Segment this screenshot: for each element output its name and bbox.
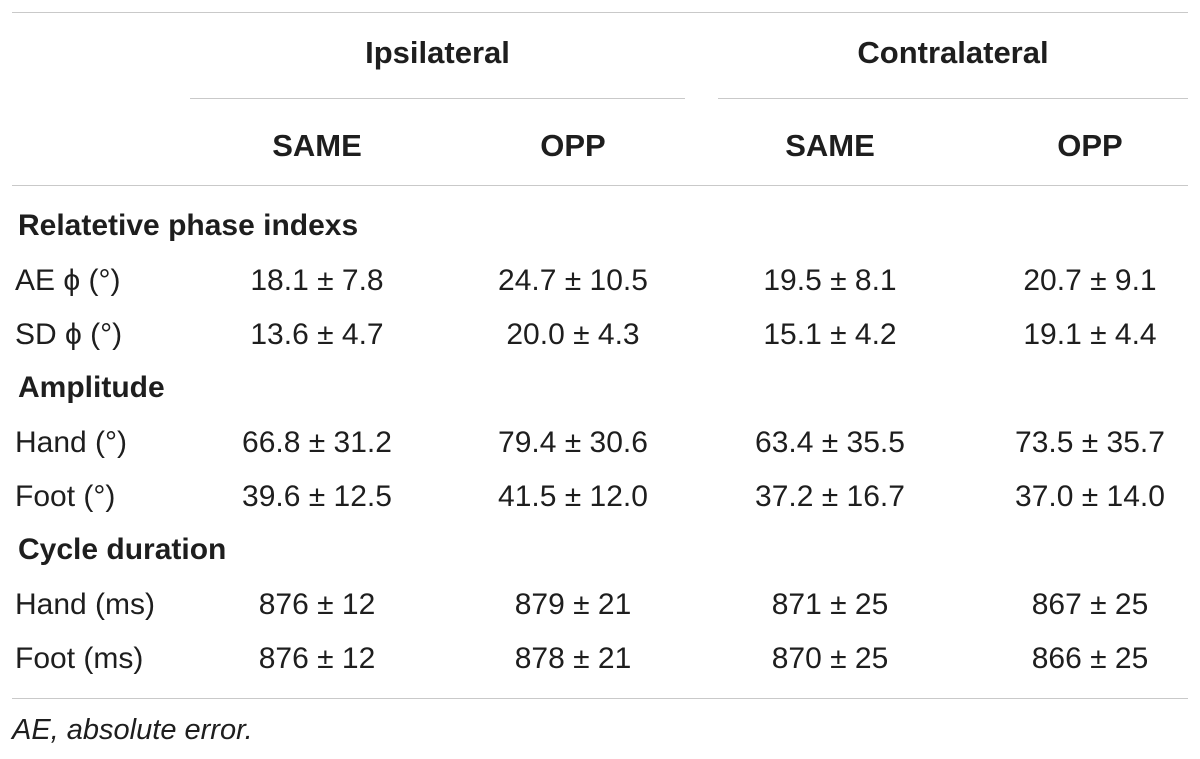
section-title-phase: Relatetive phase indexs <box>18 209 359 242</box>
cell-hand-amp-contra-opp: 73.5 ± 35.7 <box>1015 426 1165 459</box>
cell-foot-dur-contra-same: 870 ± 25 <box>771 642 889 675</box>
cell-foot-dur-ipsi-same: 876 ± 12 <box>258 642 376 675</box>
cell-ae-phi-ipsi-opp: 24.7 ± 10.5 <box>498 264 648 297</box>
cell-foot-amp-contra-opp: 37.0 ± 14.0 <box>1015 480 1165 513</box>
cell-hand-dur-ipsi-opp: 879 ± 21 <box>514 588 632 621</box>
column-header-ipsilateral-opp: OPP <box>540 128 606 163</box>
contralateral-underline <box>718 98 1188 99</box>
cell-hand-dur-ipsi-same: 876 ± 12 <box>258 588 376 621</box>
header-bottom-rule <box>12 185 1188 186</box>
cell-ae-phi-ipsi-same: 18.1 ± 7.8 <box>250 264 384 297</box>
row-label-sd-phi: SD ϕ (°) <box>15 318 123 351</box>
row-label-hand-duration: Hand (ms) <box>15 588 156 621</box>
section-title-cycle-duration: Cycle duration <box>18 533 227 566</box>
cell-foot-amp-contra-same: 37.2 ± 16.7 <box>755 480 905 513</box>
section-title-amplitude: Amplitude <box>18 371 165 404</box>
cell-foot-dur-ipsi-opp: 878 ± 21 <box>514 642 632 675</box>
cell-foot-dur-contra-opp: 866 ± 25 <box>1031 642 1149 675</box>
cell-sd-phi-ipsi-same: 13.6 ± 4.7 <box>250 318 384 351</box>
group-header-ipsilateral: Ipsilateral <box>365 35 510 70</box>
cell-foot-amp-ipsi-opp: 41.5 ± 12.0 <box>498 480 648 513</box>
row-label-ae-phi: AE ϕ (°) <box>15 264 121 297</box>
column-header-contralateral-same: SAME <box>785 128 875 163</box>
row-label-hand-amplitude: Hand (°) <box>15 426 128 459</box>
cell-foot-amp-ipsi-same: 39.6 ± 12.5 <box>242 480 392 513</box>
column-header-contralateral-opp: OPP <box>1057 128 1123 163</box>
top-rule <box>12 12 1188 13</box>
cell-hand-amp-contra-same: 63.4 ± 35.5 <box>755 426 905 459</box>
column-header-ipsilateral-same: SAME <box>272 128 362 163</box>
cell-hand-dur-contra-same: 871 ± 25 <box>771 588 889 621</box>
cell-sd-phi-contra-same: 15.1 ± 4.2 <box>763 318 897 351</box>
cell-sd-phi-contra-opp: 19.1 ± 4.4 <box>1023 318 1157 351</box>
ipsilateral-underline <box>190 98 685 99</box>
table-footnote: AE, absolute error. <box>12 714 253 746</box>
group-header-contralateral: Contralateral <box>857 35 1049 70</box>
cell-hand-amp-ipsi-same: 66.8 ± 31.2 <box>242 426 392 459</box>
cell-ae-phi-contra-same: 19.5 ± 8.1 <box>763 264 897 297</box>
row-label-foot-duration: Foot (ms) <box>15 642 144 675</box>
row-label-foot-amplitude: Foot (°) <box>15 480 116 513</box>
table-bottom-rule <box>12 698 1188 699</box>
cell-hand-amp-ipsi-opp: 79.4 ± 30.6 <box>498 426 648 459</box>
cell-hand-dur-contra-opp: 867 ± 25 <box>1031 588 1149 621</box>
cell-ae-phi-contra-opp: 20.7 ± 9.1 <box>1023 264 1157 297</box>
cell-sd-phi-ipsi-opp: 20.0 ± 4.3 <box>506 318 640 351</box>
